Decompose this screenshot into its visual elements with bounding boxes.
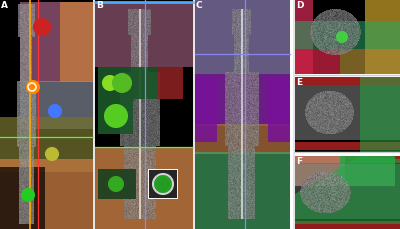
Bar [195,75,290,126]
Text: F: F [296,156,302,165]
Bar [295,78,400,86]
Bar [195,78,217,142]
Bar [0,0,93,229]
Bar [0,159,93,229]
Bar [193,0,195,229]
Bar [195,124,290,154]
Circle shape [155,176,171,192]
Circle shape [27,82,39,94]
Bar [98,169,136,199]
Bar [20,82,93,129]
Circle shape [22,189,34,201]
Bar [295,22,400,50]
Bar [20,82,93,129]
Bar [95,147,193,229]
Circle shape [337,33,347,43]
Circle shape [105,106,127,128]
Bar [295,142,400,150]
Bar [295,0,400,75]
Bar [195,152,290,229]
Bar [95,3,193,68]
Bar [360,78,400,152]
Bar [295,78,400,152]
Bar [295,50,340,75]
Text: E: E [296,78,302,87]
Text: D: D [296,1,304,10]
Bar [60,3,93,83]
Bar [93,0,95,229]
Bar [295,164,400,219]
Bar [195,0,290,75]
Bar [0,167,45,229]
Circle shape [49,106,61,117]
Bar [293,0,295,229]
Text: A: A [1,1,8,10]
Bar [195,0,290,229]
Text: C: C [196,1,203,10]
Bar [340,50,400,75]
Bar [295,156,400,163]
Bar [149,170,177,198]
Bar [148,169,178,199]
Bar [20,3,93,83]
Bar [340,156,395,186]
Polygon shape [295,156,400,224]
Circle shape [34,20,50,36]
Bar [98,68,133,100]
Circle shape [103,77,117,91]
Bar [295,156,345,186]
Bar [365,0,400,75]
Bar [295,221,400,229]
Bar [268,78,290,142]
Bar [158,68,183,100]
Bar [133,68,158,100]
Bar [295,156,400,229]
Bar [295,86,400,140]
Bar [295,0,313,75]
Circle shape [113,75,131,93]
Text: B: B [96,1,103,10]
Bar [0,117,93,172]
Bar [95,0,193,229]
Circle shape [109,177,123,191]
Bar [98,100,133,134]
Circle shape [46,148,58,160]
